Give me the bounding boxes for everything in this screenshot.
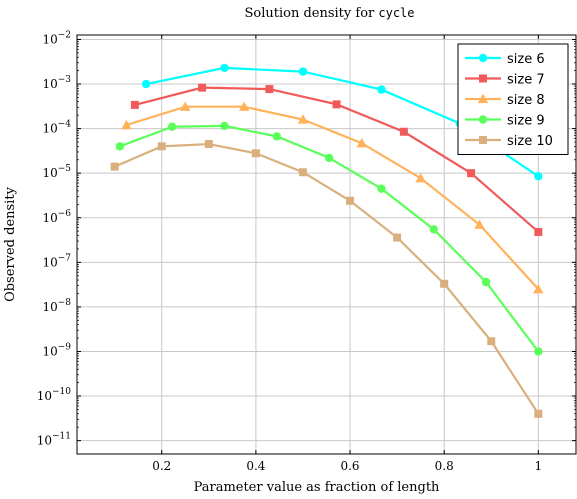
- legend-size-7-swatch-point: [479, 74, 487, 83]
- series-size-9-point: [167, 122, 177, 131]
- y-tick-label: 10−9: [42, 342, 71, 358]
- series-size-6-point: [141, 79, 151, 89]
- y-tick-label: 10−3: [42, 75, 71, 91]
- legend-size-7-label: size 7: [507, 73, 545, 88]
- series-size-7-point: [130, 100, 139, 109]
- x-axis-label: Parameter value as fraction of length: [194, 480, 440, 495]
- series-size-9-point: [324, 153, 334, 163]
- series-size-10-point: [110, 162, 119, 171]
- series-size-9-point: [220, 121, 229, 131]
- series-size-7-point: [467, 169, 476, 178]
- series-size-10-point: [440, 279, 449, 288]
- x-tick-label: 0.6: [340, 459, 359, 473]
- series-size-8-point: [121, 119, 132, 130]
- series-size-9: [115, 121, 543, 356]
- series-layer: [110, 63, 544, 418]
- series-size-7-point: [332, 100, 341, 109]
- series-size-6-point: [220, 63, 229, 73]
- series-size-8-point: [297, 114, 309, 124]
- series-size-10: [110, 140, 543, 418]
- y-tick-label: 10−11: [37, 432, 71, 448]
- series-size-10-line: [114, 142, 540, 415]
- legend-size-9-swatch-point: [478, 115, 488, 124]
- series-size-6-point: [377, 85, 386, 94]
- legend-size-6-swatch-point: [478, 53, 488, 63]
- series-size-8-line: [126, 105, 540, 290]
- series-size-7-point: [399, 127, 408, 136]
- chart-title-code: cycle: [378, 6, 414, 20]
- x-tick-label: 0.4: [246, 459, 265, 473]
- series-size-10-point: [534, 409, 543, 418]
- series-size-9-point: [377, 184, 386, 193]
- y-tick-label: 10−2: [42, 30, 71, 46]
- axis-ticks: 0.2 0.4 0.6 0.8 1 10−2 10−3 10−4 10−5 10−6 10−7 10−…: [37, 30, 576, 473]
- x-tick-label: 1: [535, 459, 543, 473]
- series-size-9-point: [272, 132, 281, 141]
- legend-size-10-label: size 10: [507, 134, 553, 149]
- series-size-8-point: [415, 173, 426, 183]
- series-size-10-point: [251, 149, 260, 158]
- y-tick-label: 10−10: [37, 387, 72, 403]
- series-size-10-point: [346, 196, 355, 205]
- series-size-10-point: [393, 233, 402, 242]
- plot-frame: [76, 34, 577, 455]
- series-size-7: [130, 83, 543, 236]
- legend-size-6: size 6: [465, 52, 545, 67]
- legend-size-7: size 7: [465, 73, 545, 88]
- y-tick-label: 10−5: [42, 164, 71, 180]
- series-size-8-point: [356, 138, 368, 148]
- y-tick-label: 10−8: [42, 298, 71, 314]
- series-size-8: [121, 101, 544, 294]
- series-size-8-point: [238, 101, 250, 111]
- series-size-9-point: [534, 347, 543, 356]
- series-size-7-point: [534, 227, 543, 236]
- legend-size-6-label: size 6: [507, 52, 545, 67]
- y-tick-label: 10−7: [42, 253, 71, 269]
- series-size-7-point: [198, 83, 207, 92]
- series-size-8-point: [474, 219, 485, 229]
- series-size-7-point: [265, 85, 274, 94]
- series-size-10-point: [487, 337, 496, 346]
- legend-size-8: size 8: [465, 93, 545, 108]
- series-size-8-point: [533, 283, 544, 294]
- y-axis-label: Observed density: [3, 186, 18, 301]
- series-size-10-point: [157, 142, 166, 151]
- legend-size-8-label: size 8: [507, 93, 545, 108]
- x-tick-label: 0.2: [152, 459, 171, 473]
- legend-size-8-swatch-point: [477, 93, 489, 104]
- chart-title-prefix: Solution density for: [244, 6, 378, 21]
- legend: size 6 size 7 size 8 size 9 size 10: [457, 43, 569, 155]
- x-tick-label: 0.8: [435, 459, 454, 473]
- y-tick-label: 10−6: [42, 209, 71, 225]
- legend-size-9: size 9: [465, 114, 545, 129]
- y-tick-label: 10−4: [42, 120, 71, 136]
- legend-size-10: size 10: [465, 134, 553, 149]
- series-size-8-point: [180, 101, 191, 111]
- chart-title: Solution density for cycle: [244, 6, 414, 21]
- series-size-10-point: [298, 168, 307, 177]
- grid-lines: [77, 35, 576, 454]
- series-size-9-point: [481, 277, 491, 287]
- series-size-6-point: [534, 172, 543, 181]
- legend-size-10-swatch-point: [479, 136, 487, 144]
- legend-size-9-label: size 9: [507, 114, 545, 129]
- series-size-10-point: [204, 140, 213, 149]
- series-size-9-point: [429, 225, 438, 234]
- series-size-6-point: [298, 67, 308, 76]
- series-size-9-point: [115, 142, 125, 151]
